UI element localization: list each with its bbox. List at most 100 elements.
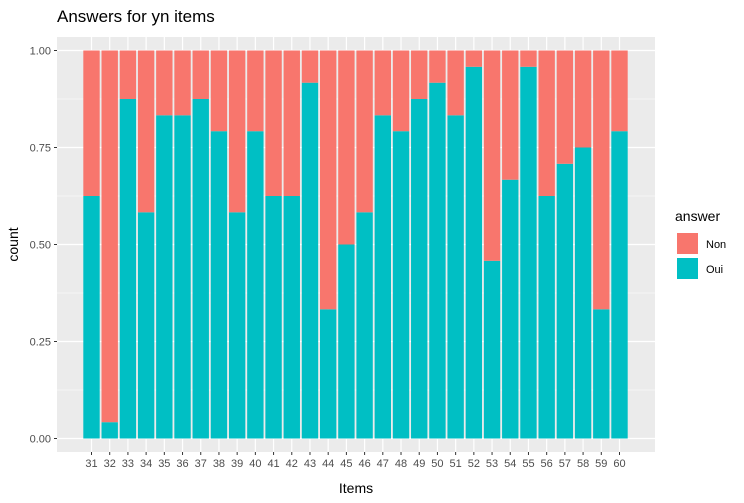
x-tick-label: 48	[395, 458, 407, 470]
bar-oui-51	[447, 115, 464, 439]
bar-oui-41	[265, 196, 282, 439]
bar-non-34	[137, 50, 155, 213]
bar-non-57	[556, 50, 574, 164]
bar-oui-50	[429, 82, 446, 439]
bar-oui-42	[283, 196, 300, 439]
x-tick-label: 43	[304, 458, 316, 470]
legend-label-oui: Oui	[706, 264, 723, 276]
bar-oui-52	[465, 66, 483, 439]
bar-non-51	[447, 50, 464, 116]
x-tick-label: 49	[413, 458, 425, 470]
bar-non-46	[356, 50, 373, 213]
y-tick-label: 0.25	[30, 337, 51, 349]
bar-oui-40	[247, 131, 264, 439]
bar-non-33	[119, 50, 137, 99]
x-tick-label: 31	[85, 458, 97, 470]
bar-oui-46	[356, 212, 373, 439]
bar-oui-54	[502, 179, 519, 439]
y-tick-label: 1.00	[30, 46, 51, 58]
bar-non-32	[101, 50, 118, 423]
legend-label-non: Non	[706, 239, 726, 251]
bar-oui-31	[83, 196, 100, 439]
bar-oui-37	[192, 99, 209, 439]
x-tick-label: 46	[358, 458, 370, 470]
bar-non-60	[611, 50, 628, 132]
bar-oui-55	[520, 66, 537, 439]
bars	[83, 50, 628, 439]
x-tick-label: 60	[613, 458, 625, 470]
x-axis: 31 32 33 34 35 36 37 38 39 40 41 42 43 44 45 46 47 48 49 50…	[85, 452, 626, 470]
x-tick-label: 45	[340, 458, 352, 470]
bar-non-48	[392, 50, 410, 132]
x-tick-label: 37	[195, 458, 207, 470]
x-tick-label: 44	[322, 458, 334, 470]
bar-non-58	[574, 50, 592, 148]
x-tick-label: 38	[213, 458, 225, 470]
bar-non-56	[538, 50, 555, 196]
bar-non-52	[465, 50, 483, 67]
bar-oui-36	[174, 115, 191, 439]
bar-oui-47	[374, 115, 392, 439]
legend: answer Non Oui	[675, 208, 726, 279]
x-tick-label: 54	[504, 458, 516, 470]
bar-non-47	[374, 50, 392, 116]
chart-title: Answers for yn items	[57, 7, 215, 26]
x-tick-label: 53	[486, 458, 498, 470]
x-tick-label: 34	[140, 458, 152, 470]
bar-non-41	[265, 50, 282, 196]
bar-oui-58	[574, 147, 592, 439]
y-tick-label: 0.50	[30, 240, 51, 252]
x-tick-label: 32	[104, 458, 116, 470]
x-tick-label: 55	[522, 458, 534, 470]
bar-non-50	[429, 50, 446, 83]
bar-oui-56	[538, 196, 555, 439]
bar-non-59	[593, 50, 610, 310]
x-tick-label: 35	[158, 458, 170, 470]
x-tick-label: 33	[122, 458, 134, 470]
bar-oui-44	[319, 309, 337, 439]
bar-oui-33	[119, 99, 137, 439]
bar-non-43	[301, 50, 319, 83]
bar-oui-35	[156, 115, 173, 439]
x-tick-label: 59	[595, 458, 607, 470]
bar-non-44	[319, 50, 337, 310]
bar-non-42	[283, 50, 300, 196]
x-tick-label: 57	[559, 458, 571, 470]
x-tick-label: 42	[286, 458, 298, 470]
y-tick-label: 0.00	[30, 434, 51, 446]
bar-non-49	[411, 50, 428, 99]
bar-non-38	[210, 50, 228, 132]
x-tick-label: 56	[541, 458, 553, 470]
bar-oui-38	[210, 131, 228, 439]
bar-oui-57	[556, 163, 574, 439]
x-axis-title: Items	[339, 480, 373, 496]
x-tick-label: 52	[468, 458, 480, 470]
y-tick-label: 0.75	[30, 143, 51, 155]
bar-non-37	[192, 50, 209, 99]
bar-non-31	[83, 50, 100, 196]
bar-oui-53	[483, 260, 501, 439]
bar-oui-32	[101, 422, 118, 439]
bar-non-45	[338, 50, 355, 245]
y-axis: 0.00 0.25 0.50 0.75 1.00	[30, 46, 57, 446]
legend-title: answer	[675, 208, 720, 224]
bar-non-39	[228, 50, 246, 213]
x-tick-label: 50	[431, 458, 443, 470]
bar-oui-59	[593, 309, 610, 439]
x-tick-label: 58	[577, 458, 589, 470]
bar-oui-45	[338, 244, 355, 439]
bar-non-35	[156, 50, 173, 116]
bar-oui-60	[611, 131, 628, 439]
legend-key-non	[677, 233, 698, 254]
x-tick-label: 51	[450, 458, 462, 470]
bar-oui-43	[301, 82, 319, 439]
bar-oui-39	[228, 212, 246, 439]
bar-non-53	[483, 50, 501, 261]
bar-oui-48	[392, 131, 410, 439]
legend-key-oui	[677, 258, 698, 279]
x-tick-label: 41	[267, 458, 279, 470]
x-tick-label: 36	[176, 458, 188, 470]
bar-oui-49	[411, 99, 428, 439]
bar-oui-34	[137, 212, 155, 439]
